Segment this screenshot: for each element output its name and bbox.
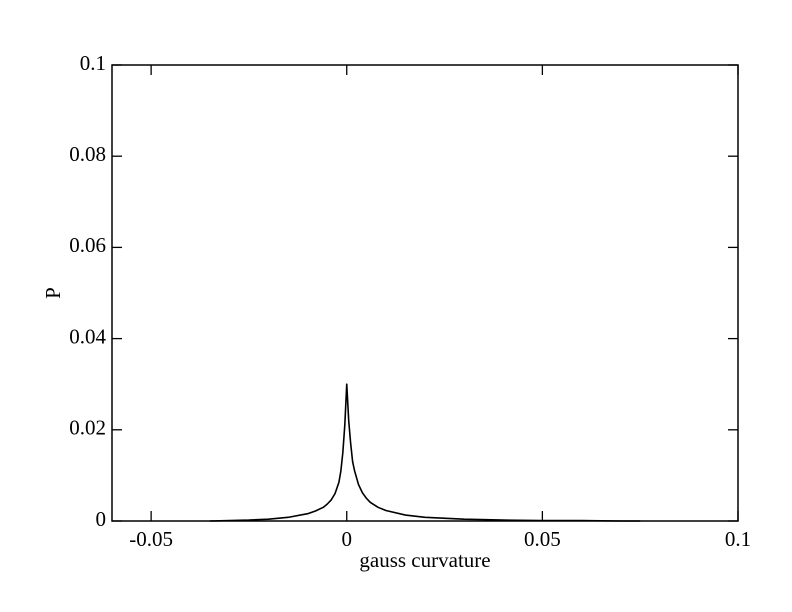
x-tick-label: 0.05 — [524, 527, 561, 551]
y-tick-label: 0.04 — [69, 324, 106, 348]
data-line — [209, 383, 641, 522]
y-tick-label: 0.08 — [69, 142, 106, 166]
plot-frame — [111, 64, 739, 522]
y-tick-label: 0.02 — [69, 416, 106, 440]
y-tick-label: 0.1 — [80, 51, 106, 75]
y-axis-label: P — [41, 287, 65, 299]
y-tick-label: 0.06 — [69, 233, 106, 257]
y-tick-label: 0 — [96, 507, 107, 531]
x-tick-label: -0.05 — [129, 527, 173, 551]
x-tick-label: 0.1 — [725, 527, 751, 551]
x-axis-label: gauss curvature — [359, 548, 490, 572]
x-tick-label: 0 — [342, 527, 353, 551]
